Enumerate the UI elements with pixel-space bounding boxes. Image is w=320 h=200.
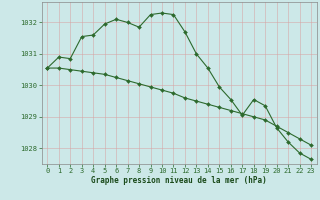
X-axis label: Graphe pression niveau de la mer (hPa): Graphe pression niveau de la mer (hPa): [91, 176, 267, 185]
